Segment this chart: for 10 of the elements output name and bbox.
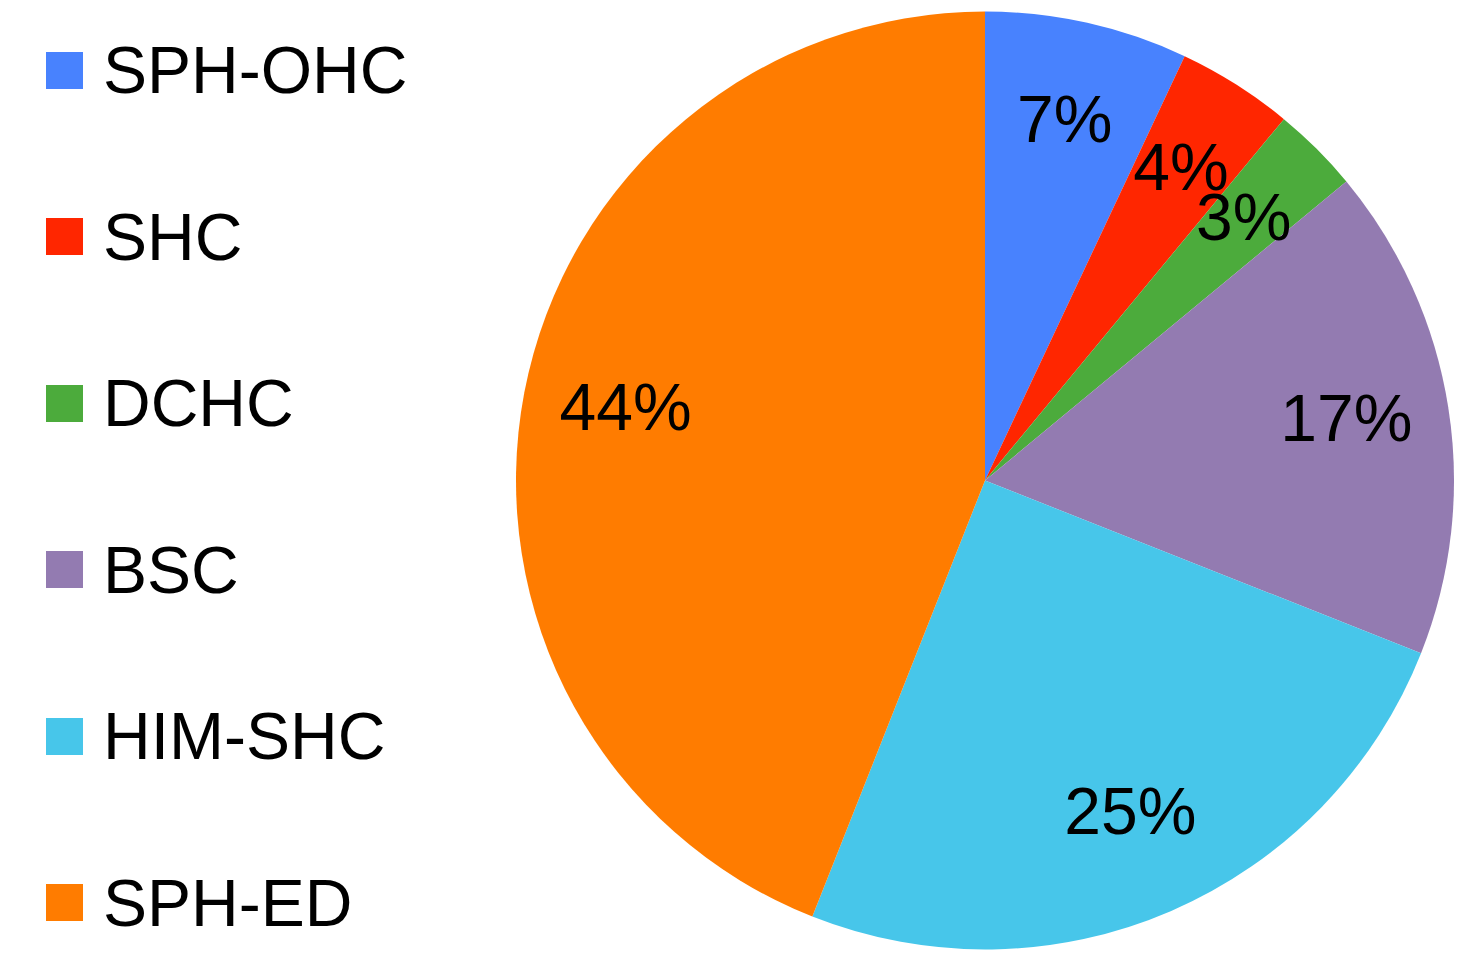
data-label: 17%	[1280, 381, 1413, 456]
data-label: 25%	[1064, 774, 1197, 849]
data-label: 7%	[1017, 81, 1113, 156]
legend-label: SHC	[103, 198, 243, 275]
legend-label: SPH-ED	[103, 864, 353, 941]
legend-label: HIM-SHC	[103, 698, 386, 775]
data-label: 44%	[559, 370, 692, 445]
legend-label: DCHC	[103, 365, 294, 442]
legend-label: BSC	[103, 531, 239, 608]
legend-label: SPH-OHC	[103, 32, 408, 108]
